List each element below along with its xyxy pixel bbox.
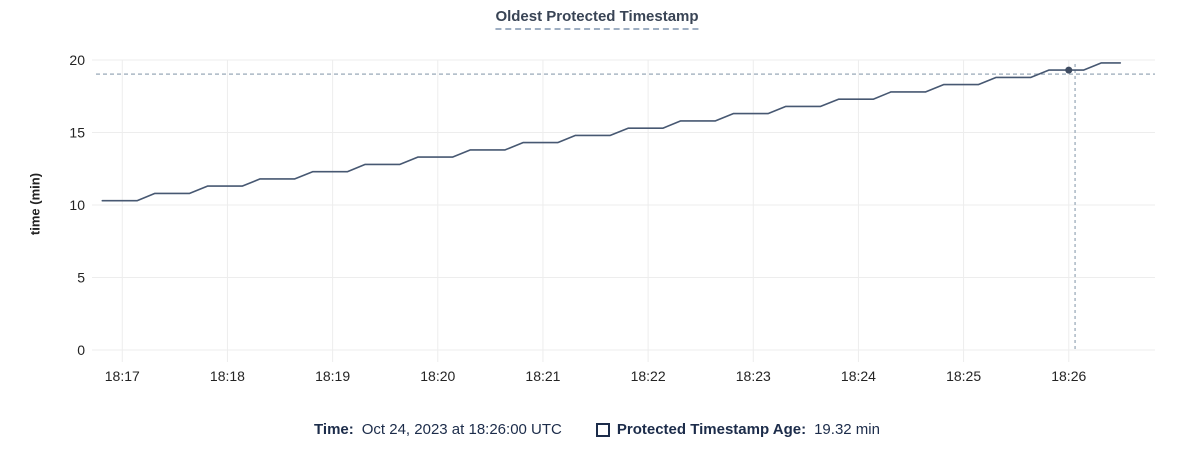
series-label: Protected Timestamp Age: (616, 421, 807, 438)
y-tick-label: 10 (69, 197, 85, 213)
x-tick-label: 18:26 (1051, 368, 1086, 384)
x-tick-label: 18:17 (105, 368, 140, 384)
chart-title[interactable]: Oldest Protected Timestamp (495, 8, 699, 30)
y-tick-label: 0 (77, 342, 85, 358)
y-tick-label: 5 (77, 270, 85, 286)
x-tick-label: 18:23 (736, 368, 771, 384)
series-line (101, 62, 1122, 202)
time-value: Oct 24, 2023 at 18:26:00 UTC (361, 421, 562, 438)
series-checkbox-icon[interactable] (595, 422, 610, 437)
x-tick-label: 18:24 (841, 368, 876, 384)
series-value: 19.32 min (814, 421, 880, 438)
timeseries-plot-area[interactable]: 0 5 10 15 20 18:17 18:18 18:19 18:20 18:21 18:22 18… (0, 0, 1194, 406)
hover-point-dot (1065, 66, 1073, 74)
x-tick-label: 18:20 (420, 368, 455, 384)
time-label: Time: (314, 421, 354, 438)
y-tick-label: 20 (69, 52, 85, 68)
x-tick-label: 18:22 (631, 368, 666, 384)
x-tick-label: 18:21 (525, 368, 560, 384)
x-tick-label: 18:18 (210, 368, 245, 384)
chart-footer-legend: Time: Oct 24, 2023 at 18:26:00 UTC Prote… (0, 421, 1194, 438)
x-tick-label: 18:25 (946, 368, 981, 384)
y-tick-label: 15 (69, 125, 85, 141)
x-tick-label: 18:19 (315, 368, 350, 384)
